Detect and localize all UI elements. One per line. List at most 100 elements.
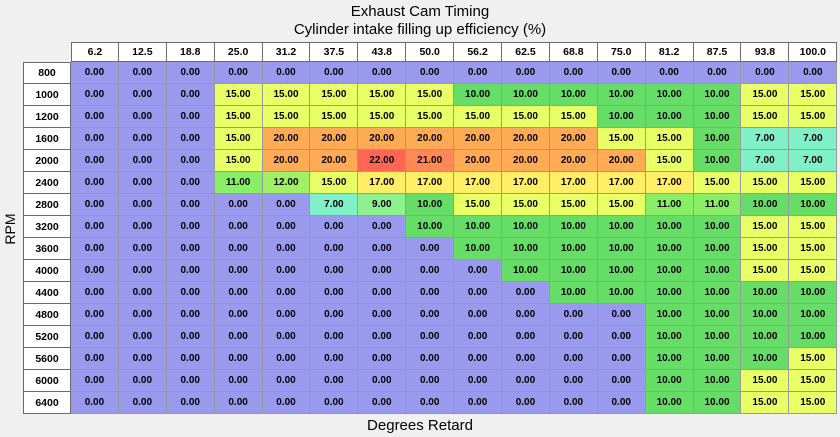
table-cell[interactable]: 0.00	[262, 260, 311, 282]
table-cell[interactable]: 10.00	[693, 106, 742, 128]
table-cell[interactable]: 0.00	[310, 238, 359, 260]
table-cell[interactable]: 0.00	[214, 260, 263, 282]
table-cell[interactable]: 10.00	[741, 348, 790, 370]
table-cell[interactable]: 9.00	[358, 194, 407, 216]
table-cell[interactable]: 10.00	[645, 84, 694, 106]
table-cell[interactable]: 0.00	[406, 392, 455, 414]
table-cell[interactable]: 0.00	[358, 304, 407, 326]
table-cell[interactable]: 0.00	[118, 348, 167, 370]
table-cell[interactable]: 10.00	[502, 238, 550, 260]
table-cell[interactable]: 0.00	[693, 62, 742, 84]
table-cell[interactable]: 0.00	[214, 370, 263, 392]
table-cell[interactable]: 0.00	[358, 216, 407, 238]
table-cell[interactable]: 15.00	[741, 106, 790, 128]
table-cell[interactable]: 0.00	[214, 326, 263, 348]
table-cell[interactable]: 0.00	[789, 62, 838, 84]
table-cell[interactable]: 17.00	[597, 172, 646, 194]
table-cell[interactable]: 0.00	[406, 370, 455, 392]
table-cell[interactable]: 0.00	[454, 348, 503, 370]
table-cell[interactable]: 0.00	[166, 62, 215, 84]
table-cell[interactable]: 15.00	[789, 260, 838, 282]
table-cell[interactable]: 20.00	[358, 128, 407, 150]
table-cell[interactable]: 0.00	[454, 260, 503, 282]
table-cell[interactable]: 0.00	[262, 392, 311, 414]
table-cell[interactable]: 0.00	[645, 62, 694, 84]
table-cell[interactable]: 0.00	[358, 260, 407, 282]
table-cell[interactable]: 15.00	[262, 84, 311, 106]
table-cell[interactable]: 0.00	[71, 106, 119, 128]
table-cell[interactable]: 20.00	[502, 150, 550, 172]
table-cell[interactable]: 10.00	[789, 326, 838, 348]
table-cell[interactable]: 0.00	[549, 326, 598, 348]
table-cell[interactable]: 0.00	[71, 84, 119, 106]
table-cell[interactable]: 17.00	[406, 172, 455, 194]
table-cell[interactable]: 20.00	[406, 128, 455, 150]
table-cell[interactable]: 0.00	[741, 62, 790, 84]
table-cell[interactable]: 11.00	[645, 194, 694, 216]
table-cell[interactable]: 17.00	[502, 172, 550, 194]
table-cell[interactable]: 0.00	[502, 348, 550, 370]
table-cell[interactable]: 0.00	[262, 370, 311, 392]
table-cell[interactable]: 0.00	[454, 304, 503, 326]
table-cell[interactable]: 15.00	[789, 392, 838, 414]
table-cell[interactable]: 10.00	[741, 194, 790, 216]
table-cell[interactable]: 0.00	[166, 84, 215, 106]
table-cell[interactable]: 10.00	[693, 348, 742, 370]
table-cell[interactable]: 10.00	[549, 216, 598, 238]
table-cell[interactable]: 15.00	[789, 106, 838, 128]
table-cell[interactable]: 15.00	[597, 194, 646, 216]
table-cell[interactable]: 15.00	[741, 370, 790, 392]
table-cell[interactable]: 10.00	[597, 84, 646, 106]
table-cell[interactable]: 0.00	[358, 238, 407, 260]
table-cell[interactable]: 15.00	[741, 392, 790, 414]
table-cell[interactable]: 20.00	[502, 128, 550, 150]
table-cell[interactable]: 10.00	[597, 106, 646, 128]
table-cell[interactable]: 0.00	[118, 150, 167, 172]
table-cell[interactable]: 0.00	[166, 172, 215, 194]
table-cell[interactable]: 15.00	[789, 370, 838, 392]
table-cell[interactable]: 7.00	[789, 128, 838, 150]
table-cell[interactable]: 17.00	[454, 172, 503, 194]
table-cell[interactable]: 10.00	[693, 216, 742, 238]
table-cell[interactable]: 0.00	[166, 392, 215, 414]
table-cell[interactable]: 0.00	[71, 216, 119, 238]
table-cell[interactable]: 0.00	[597, 348, 646, 370]
table-cell[interactable]: 10.00	[502, 216, 550, 238]
table-cell[interactable]: 10.00	[693, 84, 742, 106]
table-cell[interactable]: 0.00	[118, 370, 167, 392]
table-cell[interactable]: 0.00	[262, 326, 311, 348]
table-cell[interactable]: 15.00	[741, 238, 790, 260]
table-cell[interactable]: 0.00	[406, 326, 455, 348]
table-cell[interactable]: 0.00	[454, 326, 503, 348]
table-cell[interactable]: 15.00	[741, 84, 790, 106]
table-cell[interactable]: 0.00	[310, 392, 359, 414]
table-cell[interactable]: 20.00	[262, 150, 311, 172]
table-cell[interactable]: 0.00	[71, 392, 119, 414]
table-cell[interactable]: 15.00	[549, 106, 598, 128]
table-cell[interactable]: 10.00	[693, 304, 742, 326]
table-cell[interactable]: 15.00	[358, 84, 407, 106]
table-cell[interactable]: 15.00	[406, 106, 455, 128]
table-cell[interactable]: 10.00	[454, 216, 503, 238]
table-cell[interactable]: 0.00	[549, 392, 598, 414]
table-cell[interactable]: 0.00	[71, 304, 119, 326]
table-cell[interactable]: 11.00	[214, 172, 263, 194]
table-cell[interactable]: 0.00	[597, 326, 646, 348]
table-cell[interactable]: 15.00	[741, 260, 790, 282]
table-cell[interactable]: 0.00	[71, 194, 119, 216]
table-cell[interactable]: 0.00	[214, 282, 263, 304]
table-cell[interactable]: 10.00	[597, 282, 646, 304]
table-cell[interactable]: 10.00	[597, 238, 646, 260]
table-cell[interactable]: 0.00	[71, 370, 119, 392]
table-cell[interactable]: 17.00	[358, 172, 407, 194]
table-cell[interactable]: 0.00	[118, 282, 167, 304]
table-cell[interactable]: 15.00	[454, 106, 503, 128]
table-cell[interactable]: 15.00	[502, 106, 550, 128]
table-cell[interactable]: 0.00	[118, 304, 167, 326]
table-cell[interactable]: 15.00	[741, 216, 790, 238]
table-cell[interactable]: 15.00	[310, 106, 359, 128]
table-cell[interactable]: 0.00	[118, 194, 167, 216]
table-cell[interactable]: 0.00	[502, 304, 550, 326]
table-cell[interactable]: 0.00	[71, 128, 119, 150]
table-cell[interactable]: 10.00	[789, 282, 838, 304]
